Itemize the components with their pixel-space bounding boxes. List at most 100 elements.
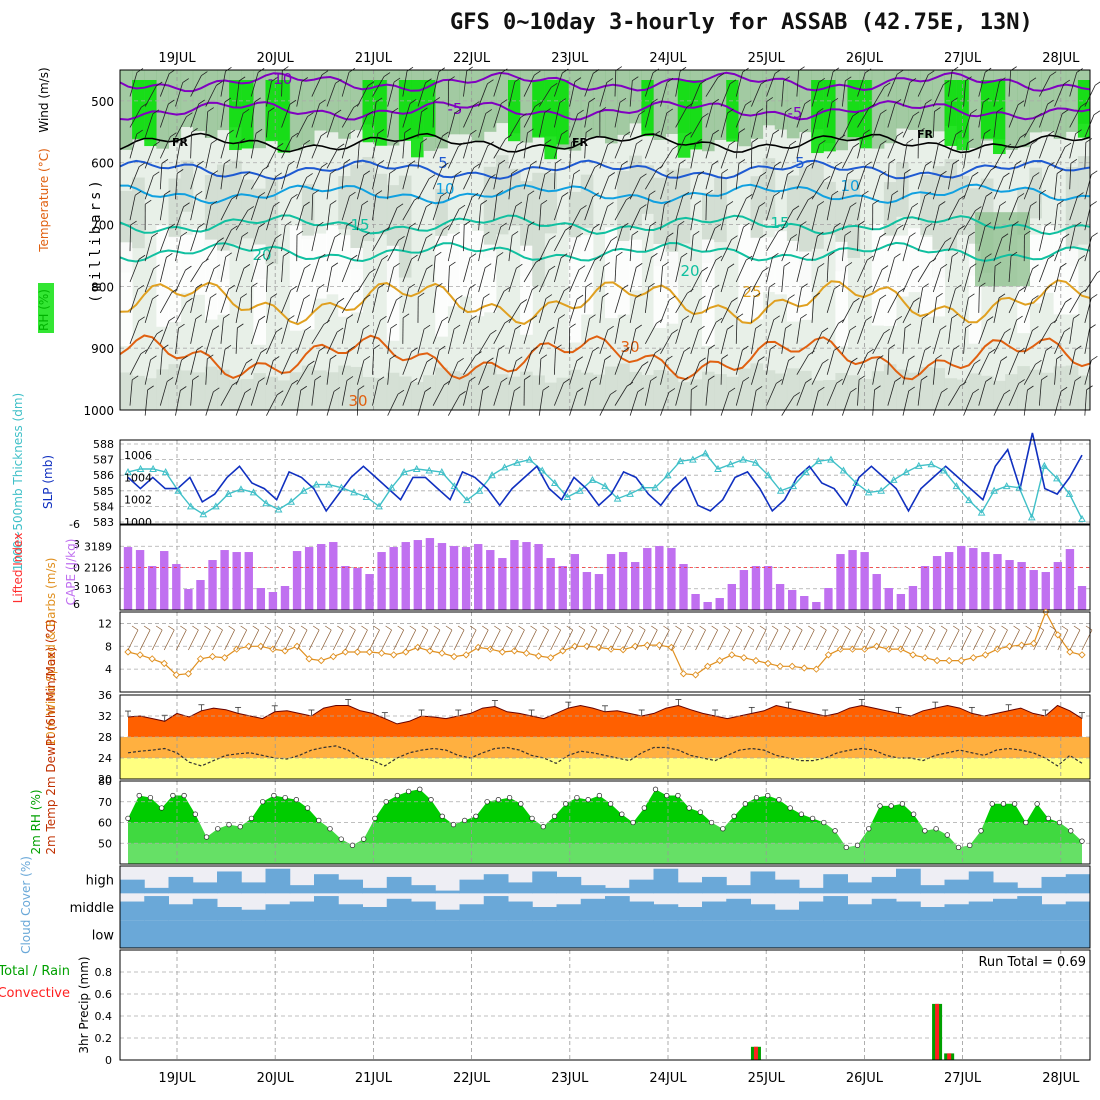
rh-cell: [1029, 369, 1042, 410]
wind-barb-flag: [270, 293, 278, 299]
isotherm--5: [119, 100, 1091, 121]
wind-barb-flag: [573, 169, 581, 175]
wind-barb: [841, 235, 846, 262]
wind-barb-flag: [805, 378, 812, 383]
rh-cell: [398, 376, 412, 410]
wind-barb-flag: [924, 191, 932, 197]
wind-barb-flag: [755, 386, 763, 391]
wind10m-barb-flag: [312, 625, 320, 631]
wind-barb-flag: [377, 160, 385, 165]
wind-barb-flag: [679, 66, 687, 72]
wind-barb-flag: [635, 324, 642, 330]
wind-barb-flag: [511, 231, 519, 236]
wind-barb-flag: [369, 268, 376, 274]
rh-cell: [180, 370, 194, 410]
rh2m-point: [260, 799, 266, 805]
wind-barb-flag: [1078, 255, 1086, 260]
wind-barb-flag: [668, 388, 676, 393]
rh2m-point: [316, 817, 322, 824]
wind10m-barb: [477, 629, 489, 651]
wind-barb: [584, 351, 593, 375]
wind10m-barb-flag: [421, 625, 429, 631]
wind-barb-flag: [979, 282, 986, 288]
wind-barb-flag: [150, 355, 157, 361]
wind-barb: [796, 287, 802, 313]
wind-barb: [144, 333, 158, 355]
wind-barb: [311, 166, 322, 190]
cloud-bar-low: [192, 920, 218, 948]
wind-barb: [159, 348, 163, 375]
wind-barb-flag: [336, 327, 344, 333]
wind-barb-flag: [1074, 221, 1082, 227]
wind-barb: [887, 73, 898, 97]
wind-barb: [553, 163, 556, 190]
wind-speed-point: [1066, 648, 1074, 656]
rh-cell: [520, 371, 533, 410]
wind-barb: [402, 226, 411, 252]
cloud-bar-middle: [314, 896, 339, 921]
rh-cell: [229, 80, 242, 151]
rh-cell: [835, 241, 848, 347]
wind-barb: [993, 360, 1002, 385]
rh-cell: [156, 70, 169, 149]
wind-barb: [796, 257, 804, 283]
wind-speed-point: [510, 647, 519, 655]
wind-barb-flag: [140, 349, 148, 355]
wind-barb: [129, 259, 140, 283]
wind-barb-flag: [692, 230, 700, 236]
wind-barb-flag: [819, 140, 826, 145]
wind-barb: [402, 200, 415, 221]
wind-barb: [144, 359, 151, 385]
cloud-bar-middle: [944, 904, 970, 921]
wind-barb: [1023, 364, 1036, 385]
wind-barb: [447, 175, 456, 200]
cape-bar: [147, 566, 157, 610]
wind-barb: [978, 226, 986, 252]
thickness-point: [977, 508, 986, 516]
wind-barb-flag: [759, 233, 767, 239]
wind-barb: [553, 318, 560, 344]
wind-barb: [675, 319, 684, 344]
wind10m-barb-flag: [989, 625, 996, 631]
cape-bar: [341, 566, 350, 610]
wind-barb-flag: [275, 327, 283, 333]
temp-tick-label: 28: [98, 731, 112, 744]
wind-barb: [690, 117, 703, 138]
wind-barb: [417, 268, 427, 293]
rh-cell: [301, 365, 315, 410]
wind-barb: [1039, 323, 1052, 345]
wind-barb: [523, 319, 532, 344]
panel-frame: [119, 524, 1091, 611]
wind-barb-flag: [607, 140, 614, 146]
wind-barb: [159, 194, 165, 221]
rh-cell: [883, 182, 897, 237]
wind-barb-flag: [307, 112, 314, 117]
wind-barb: [266, 360, 274, 385]
day-label-bottom: 28JUL: [1042, 1071, 1080, 1086]
wind-barb: [766, 165, 776, 190]
wind-barb-flag: [137, 284, 145, 290]
thickness-point: [350, 488, 358, 496]
wind-barb-flag: [1010, 251, 1018, 257]
pressure-tick-label: 900: [91, 342, 114, 356]
wind-barb-flag: [454, 108, 462, 114]
wind-barb-flag: [225, 66, 232, 72]
wind-barb: [1069, 318, 1074, 344]
thickness-point: [601, 482, 609, 490]
wind-barb: [766, 133, 774, 159]
wind-speed-point: [752, 656, 760, 665]
wind-barb: [372, 259, 383, 283]
rh-cell: [289, 225, 303, 331]
wind-barb: [1054, 331, 1065, 354]
wind-barb-flag: [161, 159, 169, 164]
wind-barb: [993, 147, 1006, 169]
wind-barb: [690, 330, 699, 354]
wind-barb-flag: [1031, 139, 1038, 145]
wind-barb-flag: [904, 323, 912, 329]
cape-bar: [908, 586, 918, 610]
cape-bar: [860, 552, 869, 610]
wind-barb-flag: [283, 251, 290, 257]
wind-barb-flag: [186, 112, 193, 118]
wind-barb: [553, 134, 562, 159]
wind-speed-point: [462, 651, 470, 659]
